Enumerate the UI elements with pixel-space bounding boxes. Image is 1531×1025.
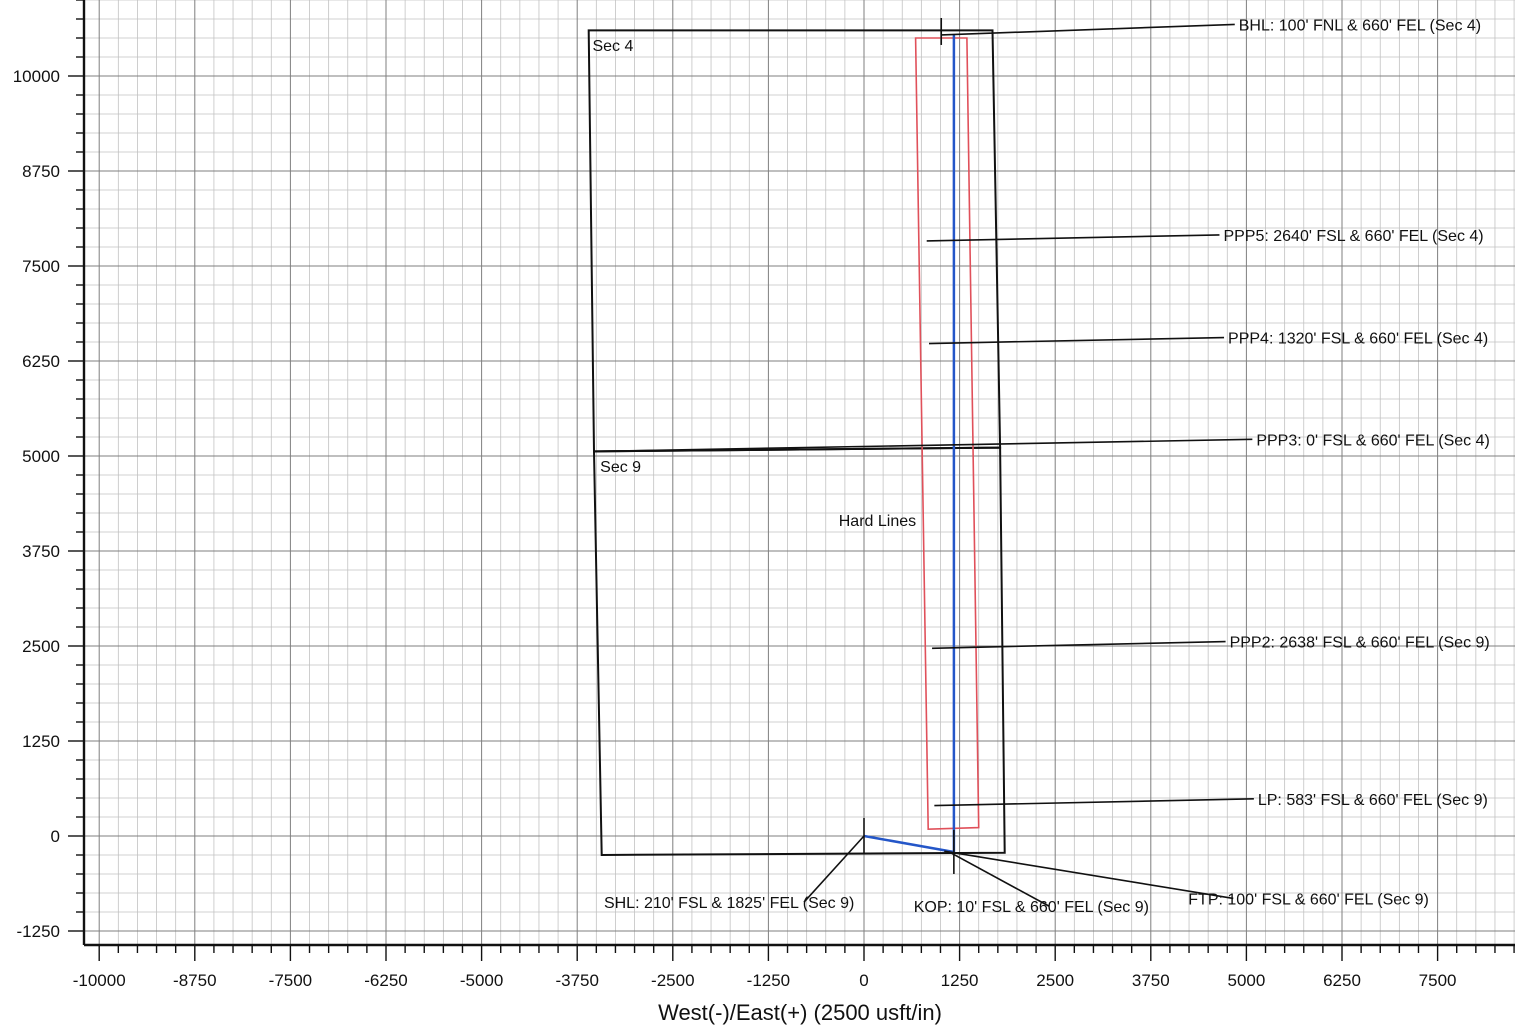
leader-line <box>926 234 1220 242</box>
x-tick-label: 6250 <box>1323 971 1361 990</box>
section-label: Sec 9 <box>600 459 641 476</box>
leader-line <box>594 438 1253 453</box>
x-tick-label: 7500 <box>1419 971 1457 990</box>
annotation-label: PPP3: 0' FSL & 660' FEL (Sec 4) <box>1256 432 1489 449</box>
annotation-label: KOP: 10' FSL & 660' FEL (Sec 9) <box>914 899 1149 916</box>
x-tick-label: 5000 <box>1227 971 1265 990</box>
annotation-label: LP: 583' FSL & 660' FEL (Sec 9) <box>1258 792 1488 809</box>
y-tick-label: 10000 <box>13 67 60 86</box>
sec9-box-outline <box>592 446 1006 857</box>
annotation-label: PPP2: 2638' FSL & 660' FEL (Sec 9) <box>1230 635 1490 652</box>
x-tick-label: 0 <box>859 971 868 990</box>
section-label: Sec 4 <box>592 38 633 55</box>
leader-line <box>951 852 1050 907</box>
x-tick-label: -3750 <box>555 971 598 990</box>
leader-line <box>932 640 1226 650</box>
leader-line <box>941 23 1235 36</box>
section-label: Hard Lines <box>839 513 916 530</box>
x-tick-label: -10000 <box>73 971 126 990</box>
x-tick-label: -8750 <box>173 971 216 990</box>
y-tick-label: 5000 <box>22 447 60 466</box>
section-outlines <box>587 29 1006 857</box>
x-tick-label: -2500 <box>651 971 694 990</box>
annotation-label: PPP4: 1320' FSL & 660' FEL (Sec 4) <box>1228 331 1488 348</box>
x-tick-label: -5000 <box>460 971 503 990</box>
annotation-label: PPP5: 2640' FSL & 660' FEL (Sec 4) <box>1223 228 1483 245</box>
y-tick-label: 8750 <box>22 162 60 181</box>
leader-line <box>928 336 1225 345</box>
annotation-label: FTP: 100' FSL & 660' FEL (Sec 9) <box>1188 891 1429 908</box>
y-tick-label: 0 <box>51 827 60 846</box>
leader-line <box>803 835 865 903</box>
y-tick-label: 7500 <box>22 257 60 276</box>
x-tick-label: 2500 <box>1036 971 1074 990</box>
y-tick-label: 2500 <box>22 637 60 656</box>
major-gridlines <box>84 0 1515 945</box>
annotation-group: BHL: 100' FNL & 660' FEL (Sec 4) PPP5: 26… <box>592 17 1489 916</box>
minor-gridlines <box>84 0 1515 945</box>
y-tick-label: 3750 <box>22 542 60 561</box>
x-tick-label: -7500 <box>269 971 312 990</box>
y-tick-label: 6250 <box>22 352 60 371</box>
x-axis-title: West(-)/East(+) (2500 usft/in) <box>658 1000 942 1025</box>
y-tick-label: -1250 <box>17 922 60 941</box>
x-tick-label: 3750 <box>1132 971 1170 990</box>
annotation-label: SHL: 210' FSL & 1825' FEL (Sec 9) <box>604 895 854 912</box>
x-tick-label: 1250 <box>941 971 979 990</box>
axes: -1250 0 1250 2500 3750 5000 6250 7500 8750 10000 -… <box>13 0 1515 990</box>
leader-line <box>944 850 1234 900</box>
y-tick-label: 1250 <box>22 732 60 751</box>
leader-line <box>934 798 1254 807</box>
x-tick-label: -6250 <box>364 971 407 990</box>
hard-lines-outline <box>914 37 980 831</box>
annotation-label: BHL: 100' FNL & 660' FEL (Sec 4) <box>1239 17 1481 34</box>
x-tick-label: -1250 <box>747 971 790 990</box>
